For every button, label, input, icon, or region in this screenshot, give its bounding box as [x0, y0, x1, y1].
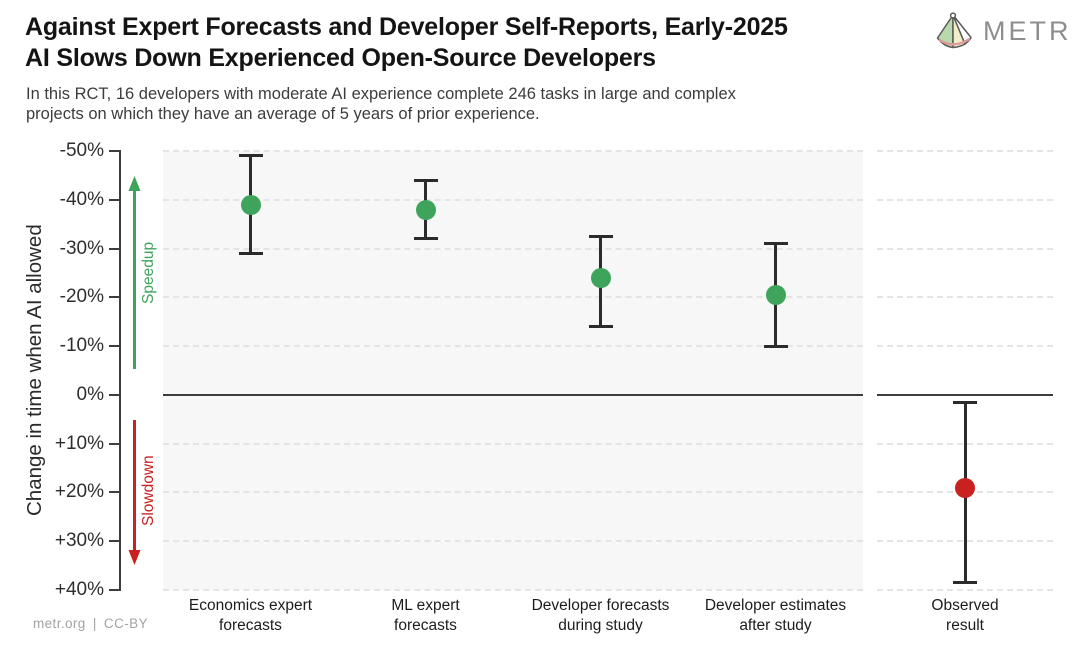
zero-baseline [877, 393, 1053, 396]
gridline [163, 247, 863, 250]
y-tick-mark [109, 393, 119, 396]
speedup-arrow-icon [128, 176, 141, 369]
slowdown-arrow-icon [128, 420, 141, 565]
y-tick-label: -10% [59, 335, 104, 357]
error-bar-cap-bottom-developer-estimates-after-study [763, 344, 788, 348]
y-tick-mark [109, 491, 119, 494]
y-axis-line [119, 150, 121, 591]
category-label-line: forecasts [394, 616, 457, 634]
data-point-observed-result [955, 477, 975, 498]
metr-logo: METR [932, 12, 1072, 50]
y-tick-label: 0% [76, 383, 104, 405]
y-tick-mark [109, 198, 119, 201]
speedup-label: Speedup [140, 241, 157, 305]
gridline [163, 296, 863, 299]
y-tick-mark [109, 589, 119, 591]
metr-fan-icon [936, 12, 972, 49]
error-bar-cap-bottom-developer-forecasts-during-study [588, 325, 613, 329]
gridline [163, 540, 863, 543]
chart-subtitle-line1: In this RCT, 16 developers with moderate… [26, 85, 736, 103]
gridline [163, 589, 863, 591]
y-tick-label: +20% [54, 481, 104, 503]
chart-subtitle-line2: projects on which they have an average o… [26, 105, 540, 123]
error-bar-cap-bottom-economics-expert-forecasts [238, 251, 263, 255]
gridline [163, 442, 863, 445]
slowdown-label: Slowdown [140, 455, 157, 527]
gridline [163, 345, 863, 348]
category-label-developer-estimates-after-study: Developer estimates after study [681, 596, 871, 635]
error-bar-cap-top-observed-result [953, 400, 977, 404]
page-title-line1: Against Expert Forecasts and Developer S… [25, 13, 788, 41]
chart-subtitle: In this RCT, 16 developers with moderate… [26, 84, 736, 124]
error-bar-cap-top-economics-expert-forecasts [238, 154, 263, 158]
y-tick-mark [109, 247, 119, 250]
page-title: Against Expert Forecasts and Developer S… [25, 12, 788, 74]
error-bar-cap-top-ml-expert-forecasts [413, 178, 438, 182]
category-label-line: Economics expert [188, 597, 313, 614]
error-bar-cap-top-developer-estimates-after-study [763, 242, 788, 246]
category-label-line: Developer estimates [704, 597, 847, 614]
y-tick-label: -50% [59, 140, 104, 161]
footer-credit: metr.org | CC-BY [33, 616, 148, 631]
gridline [163, 491, 863, 494]
category-label-line: forecasts [219, 616, 282, 634]
category-label-observed-result: Observed result [870, 596, 1060, 635]
category-label-line: ML expert [391, 597, 460, 614]
category-label-line: Developer forecasts [531, 597, 670, 614]
gridline [877, 150, 1053, 152]
error-bar-cap-bottom-ml-expert-forecasts [413, 237, 438, 241]
data-point-ml-expert-forecasts [415, 199, 436, 220]
y-tick-mark [109, 442, 119, 445]
data-point-economics-expert-forecasts [240, 194, 261, 215]
gridline [877, 247, 1053, 250]
gridline [877, 296, 1053, 299]
category-label-line: Observed [931, 597, 999, 614]
metr-logo-text: METR [983, 15, 1072, 46]
gridline [163, 198, 863, 201]
category-label-developer-forecasts-during-study: Developer forecasts during study [506, 596, 696, 635]
data-point-developer-estimates-after-study [765, 284, 786, 305]
y-tick-label: +10% [54, 432, 104, 454]
category-label-line: during study [558, 616, 643, 634]
y-tick-label: +40% [54, 579, 104, 600]
category-label-economics-expert-forecasts: Economics expert forecasts [156, 596, 346, 635]
gridline [877, 345, 1053, 348]
y-tick-mark [109, 540, 119, 543]
y-tick-label: +30% [54, 530, 104, 552]
data-point-developer-forecasts-during-study [590, 267, 611, 288]
gridline [877, 198, 1053, 201]
y-tick-mark [109, 296, 119, 299]
category-label-line: result [946, 616, 984, 634]
y-tick-mark [109, 150, 119, 152]
error-bar-cap-top-developer-forecasts-during-study [588, 234, 613, 238]
y-tick-label: -20% [59, 286, 104, 308]
y-axis-label: Change in time when AI allowed [23, 224, 46, 517]
category-label-line: after study [739, 616, 812, 634]
zero-baseline [163, 393, 863, 396]
error-bar-cap-bottom-observed-result [953, 581, 977, 585]
page-title-line2: AI Slows Down Experienced Open-Source De… [25, 44, 656, 72]
y-tick-label: -40% [59, 188, 104, 210]
gridline [877, 589, 1053, 591]
main-plot-panel [163, 150, 863, 591]
y-tick-label: -30% [59, 237, 104, 259]
gridline [163, 150, 863, 152]
y-tick-mark [109, 345, 119, 348]
category-label-ml-expert-forecasts: ML expert forecasts [331, 596, 521, 635]
